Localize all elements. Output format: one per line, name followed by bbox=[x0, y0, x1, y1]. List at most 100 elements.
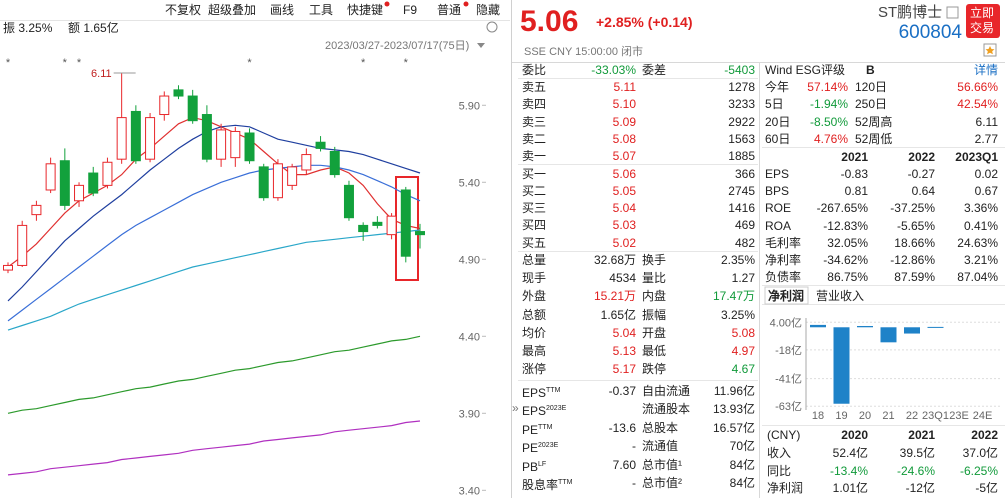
perf-value: 6.11 bbox=[975, 114, 998, 129]
ma-line bbox=[7, 420, 421, 476]
toolbar-button[interactable]: 不复权 bbox=[165, 3, 202, 17]
row-value: 15.21万 bbox=[593, 289, 636, 304]
trade-button[interactable]: 交易 bbox=[970, 21, 995, 35]
y-tick-label: -63亿 bbox=[775, 400, 802, 413]
tab[interactable]: 营业收入 bbox=[816, 289, 865, 303]
change: +2.85% (+0.14) bbox=[596, 14, 693, 30]
x-tick-label: 21 bbox=[882, 410, 894, 422]
toolbar-button[interactable]: 隐藏 bbox=[476, 3, 501, 17]
tab[interactable]: 净利润 bbox=[768, 289, 805, 303]
toolbar-button[interactable]: 快捷键 bbox=[347, 3, 384, 17]
label-text: PE bbox=[522, 441, 539, 456]
fin-value: -12.83% bbox=[823, 218, 868, 233]
event-marker: * bbox=[247, 57, 252, 69]
kline-chart: 5.90 5.40 4.90 4.40 3.90 3.40 6.11 * * * * * * bbox=[3, 57, 486, 497]
perf-label: 52周高 bbox=[855, 114, 893, 129]
level-price: 5.02 bbox=[612, 235, 636, 250]
candle-body bbox=[3, 264, 13, 271]
level-volume: 2922 bbox=[728, 114, 755, 129]
row-label: 最低 bbox=[642, 344, 667, 358]
fin-value: 0.67 bbox=[974, 184, 998, 199]
fin-value: -0.83 bbox=[840, 167, 868, 181]
toolbar-button[interactable]: 普通 bbox=[437, 3, 462, 17]
fundamental-value: 84亿 bbox=[729, 476, 755, 490]
perf-value: 2.77 bbox=[974, 131, 998, 146]
candle-body bbox=[343, 184, 354, 219]
y-tick-label: 4.00亿 bbox=[770, 316, 802, 329]
esg-detail[interactable]: 详情 bbox=[973, 63, 998, 77]
row-value: 3.25% bbox=[720, 307, 755, 322]
bar bbox=[857, 326, 873, 328]
candle-body bbox=[145, 117, 156, 160]
row-value: 2.35% bbox=[720, 253, 755, 267]
x-tick-label: 24E bbox=[973, 410, 993, 422]
fundamental-value: 70亿 bbox=[729, 439, 755, 454]
level-volume: 1416 bbox=[728, 201, 755, 216]
fundamental-label: 股息率TTM bbox=[522, 475, 572, 493]
perf-value: -8.50% bbox=[809, 114, 848, 129]
y-tick-label: 5.40 bbox=[459, 177, 480, 189]
panel-toggle[interactable]: » bbox=[512, 401, 519, 415]
income-label: 净利润 bbox=[767, 481, 804, 495]
fundamental-label: EPS2023E bbox=[522, 401, 566, 419]
bar bbox=[810, 324, 826, 328]
income-value: 52.4亿 bbox=[832, 446, 868, 460]
toolbar-button[interactable]: 超级叠加 bbox=[208, 3, 257, 17]
profit-chart: 4.00亿 -18亿 -41亿 -63亿 18 19 20 21 22 23Q1 23E 24E bbox=[770, 316, 1000, 422]
level-label: 卖一 bbox=[522, 149, 547, 164]
candle-body bbox=[88, 172, 99, 194]
candle-body bbox=[201, 114, 212, 160]
trade-button[interactable]: 立即 bbox=[970, 6, 995, 20]
fin-header: 2022 bbox=[908, 150, 935, 164]
toolbar-button[interactable]: 画线 bbox=[270, 3, 295, 17]
candle-body bbox=[74, 184, 85, 202]
fundamental-label: PBLF bbox=[522, 457, 546, 475]
fundamental-value: 11.96亿 bbox=[713, 384, 755, 398]
event-marker: * bbox=[361, 57, 366, 69]
fin-value: 87.04% bbox=[957, 270, 998, 285]
label-sup: 2023E bbox=[538, 442, 559, 450]
event-marker: * bbox=[77, 57, 82, 69]
candle-body bbox=[102, 161, 113, 186]
fin-value: 0.64 bbox=[911, 184, 935, 199]
label-sup: TTM bbox=[546, 387, 561, 394]
perf-label: 今年 bbox=[765, 80, 790, 94]
perf-value: 57.14% bbox=[807, 80, 848, 94]
label-text: 股息率 bbox=[522, 478, 559, 492]
row-label: 换手 bbox=[642, 253, 667, 267]
fundamental-label: PETTM bbox=[522, 420, 552, 438]
fundamental-label: 流通股本 bbox=[642, 402, 691, 417]
fin-value: 24.63% bbox=[957, 235, 998, 250]
row-value: -5403 bbox=[724, 63, 755, 77]
row-label: 现手 bbox=[522, 271, 547, 286]
level-label: 买一 bbox=[522, 166, 547, 181]
event-marker: * bbox=[63, 57, 68, 69]
row-label: 开盘 bbox=[642, 325, 667, 340]
fundamental-value: 7.60 bbox=[612, 457, 636, 472]
level-label: 买三 bbox=[522, 201, 547, 216]
fundamental-value: - bbox=[632, 476, 636, 490]
esg-label: Wind ESG评级 bbox=[765, 63, 846, 77]
y-tick-label: -18亿 bbox=[775, 344, 802, 357]
fundamental-value: -13.6 bbox=[608, 420, 636, 435]
fin-label: EPS bbox=[765, 167, 790, 181]
bar bbox=[880, 327, 897, 343]
toolbar-button[interactable]: 工具 bbox=[309, 3, 334, 17]
label-text: PE bbox=[522, 422, 539, 437]
income-label: 收入 bbox=[767, 446, 792, 460]
y-tick-label: 4.40 bbox=[459, 331, 480, 343]
ma-line bbox=[7, 124, 421, 302]
row-value: 5.13 bbox=[612, 344, 636, 358]
candle-body bbox=[130, 110, 141, 162]
perf-value: 42.54% bbox=[957, 97, 998, 112]
row-value: 4534 bbox=[609, 271, 636, 286]
row-value: 4.97 bbox=[731, 344, 755, 358]
income-value: -24.6% bbox=[896, 463, 935, 478]
fundamental-value: 84亿 bbox=[729, 457, 755, 472]
fin-label: BPS bbox=[765, 184, 790, 199]
income-header: 2021 bbox=[908, 428, 935, 442]
level-price: 5.05 bbox=[612, 183, 636, 198]
label-text: PB bbox=[522, 459, 539, 474]
label-sup: LF bbox=[538, 460, 547, 468]
toolbar-button[interactable]: F9 bbox=[403, 3, 418, 17]
